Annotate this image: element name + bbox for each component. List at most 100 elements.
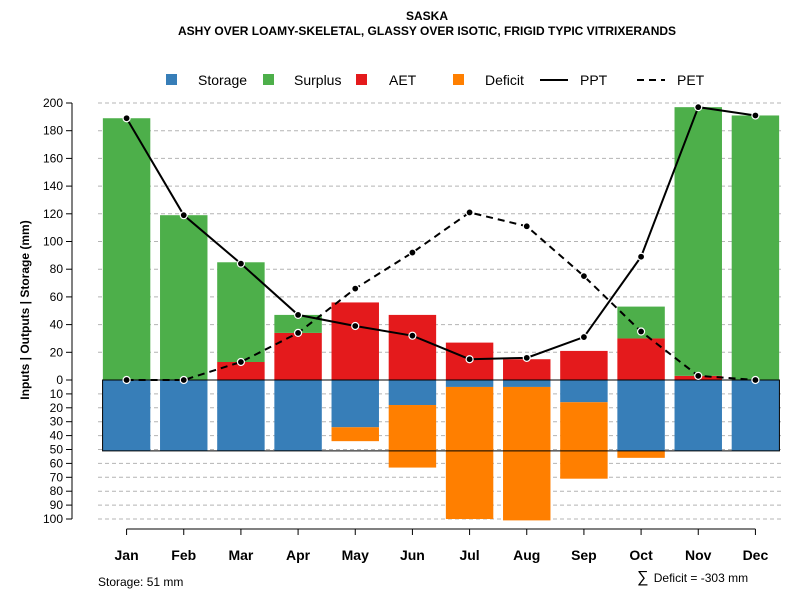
storage-bar	[388, 380, 437, 406]
axes-group: 0204060801001201401601802001020304050607…	[43, 96, 769, 563]
legend-swatch-storage	[166, 74, 177, 85]
chart-title: SASKA	[406, 9, 448, 23]
storage-bar	[674, 380, 722, 451]
x-tick-label: Apr	[286, 547, 311, 563]
storage-bar	[331, 380, 379, 428]
y-axis-label: Inputs | Outputs | Storage (mm)	[18, 220, 32, 399]
y-tick-label: 160	[43, 151, 63, 165]
pet-point	[293, 328, 303, 338]
deficit-bar	[445, 386, 494, 519]
pet-point	[465, 208, 474, 217]
legend-label-surplus: Surplus	[294, 72, 341, 88]
x-tick-label: Feb	[171, 547, 196, 563]
deficit-footnote: ∑ Deficit = -303 mm	[637, 569, 748, 586]
pet-point	[122, 375, 131, 385]
x-tick-label: Dec	[743, 547, 769, 563]
ppt-point	[579, 332, 589, 342]
legend-label-deficit: Deficit	[485, 72, 524, 88]
y-tick-label: 50	[50, 443, 64, 457]
grid-lines	[98, 102, 784, 520]
chart-subtitle: ASHY OVER LOAMY-SKELETAL, GLASSY OVER IS…	[178, 24, 676, 38]
legend-label-ppt: PPT	[580, 72, 608, 88]
y-tick-label: 180	[43, 124, 63, 138]
pet-point	[579, 272, 589, 281]
aet-bar	[274, 332, 322, 380]
pet-point	[351, 284, 360, 293]
y-tick-label: 80	[50, 484, 64, 498]
aet-bar	[331, 302, 379, 380]
deficit-bar	[617, 450, 665, 458]
y-tick-label: 10	[50, 387, 64, 401]
deficit-bar	[388, 405, 437, 468]
storage-bar	[217, 380, 265, 451]
pet-point	[694, 371, 703, 380]
pet-point	[636, 327, 646, 336]
x-tick-label: Jun	[400, 547, 425, 563]
aet-bar	[217, 361, 265, 380]
legend-swatch-deficit	[453, 74, 464, 85]
pet-point	[751, 375, 760, 385]
deficit-bar	[331, 427, 379, 442]
aet-bar	[560, 350, 608, 380]
x-tick-label: Oct	[629, 547, 653, 563]
y-tick-label: 40	[50, 429, 64, 443]
surplus-bar	[274, 314, 322, 333]
legend-label-aet: AET	[389, 72, 417, 88]
x-tick-label: Jul	[459, 547, 479, 563]
storage-bar	[274, 380, 322, 451]
ppt-point	[179, 211, 188, 220]
x-tick-label: Mar	[228, 547, 253, 563]
ppt-point	[293, 310, 303, 320]
y-tick-label: 70	[50, 470, 64, 484]
y-tick-label: 20	[50, 401, 64, 415]
ppt-point	[236, 259, 246, 268]
ppt-point	[751, 111, 760, 120]
storage-bar	[503, 380, 551, 387]
y-tick-label: 100	[43, 235, 63, 249]
pet-point	[522, 222, 531, 231]
ppt-point	[351, 321, 360, 331]
deficit-bar	[503, 386, 551, 521]
pet-point	[408, 248, 417, 257]
bars-group	[102, 107, 780, 521]
y-tick-label: 120	[43, 207, 63, 221]
y-tick-label: 200	[43, 96, 63, 110]
legend-label-pet: PET	[677, 72, 705, 88]
y-tick-label: 30	[50, 415, 64, 429]
storage-bar	[445, 380, 494, 387]
y-tick-label: 20	[50, 345, 64, 359]
aet-bar	[617, 338, 665, 380]
storage-bar	[617, 380, 665, 451]
storage-bar	[102, 380, 151, 451]
pet-line	[126, 211, 756, 381]
pet-point	[179, 375, 188, 385]
x-tick-label: May	[342, 547, 369, 563]
y-tick-label: 60	[50, 456, 64, 470]
ppt-point	[122, 114, 131, 123]
x-tick-label: Sep	[571, 547, 597, 563]
pet-point	[236, 357, 246, 367]
storage-bar	[731, 380, 780, 451]
lines-group	[122, 103, 760, 385]
deficit-bar	[560, 402, 608, 479]
ppt-point	[465, 355, 474, 364]
x-tick-label: Nov	[685, 547, 712, 563]
chart-legend: Storage Surplus AET Deficit PPT PET	[166, 72, 705, 88]
legend-swatch-aet	[356, 74, 367, 85]
aet-bar	[503, 359, 551, 380]
y-tick-label: 100	[43, 512, 63, 526]
ppt-line	[125, 106, 756, 361]
y-tick-label: 80	[50, 262, 64, 276]
aet-bar	[388, 314, 437, 380]
x-tick-label: Aug	[513, 547, 540, 563]
surplus-bar	[674, 107, 722, 376]
deficit-text: Deficit = -303 mm	[654, 571, 748, 585]
sum-symbol: ∑	[637, 569, 648, 586]
ppt-point	[408, 331, 417, 340]
legend-label-storage: Storage	[198, 72, 247, 88]
legend-swatch-surplus	[263, 74, 274, 85]
storage-bar	[160, 380, 208, 451]
y-tick-label: 40	[50, 318, 64, 332]
storage-footnote: Storage: 51 mm	[98, 575, 183, 589]
